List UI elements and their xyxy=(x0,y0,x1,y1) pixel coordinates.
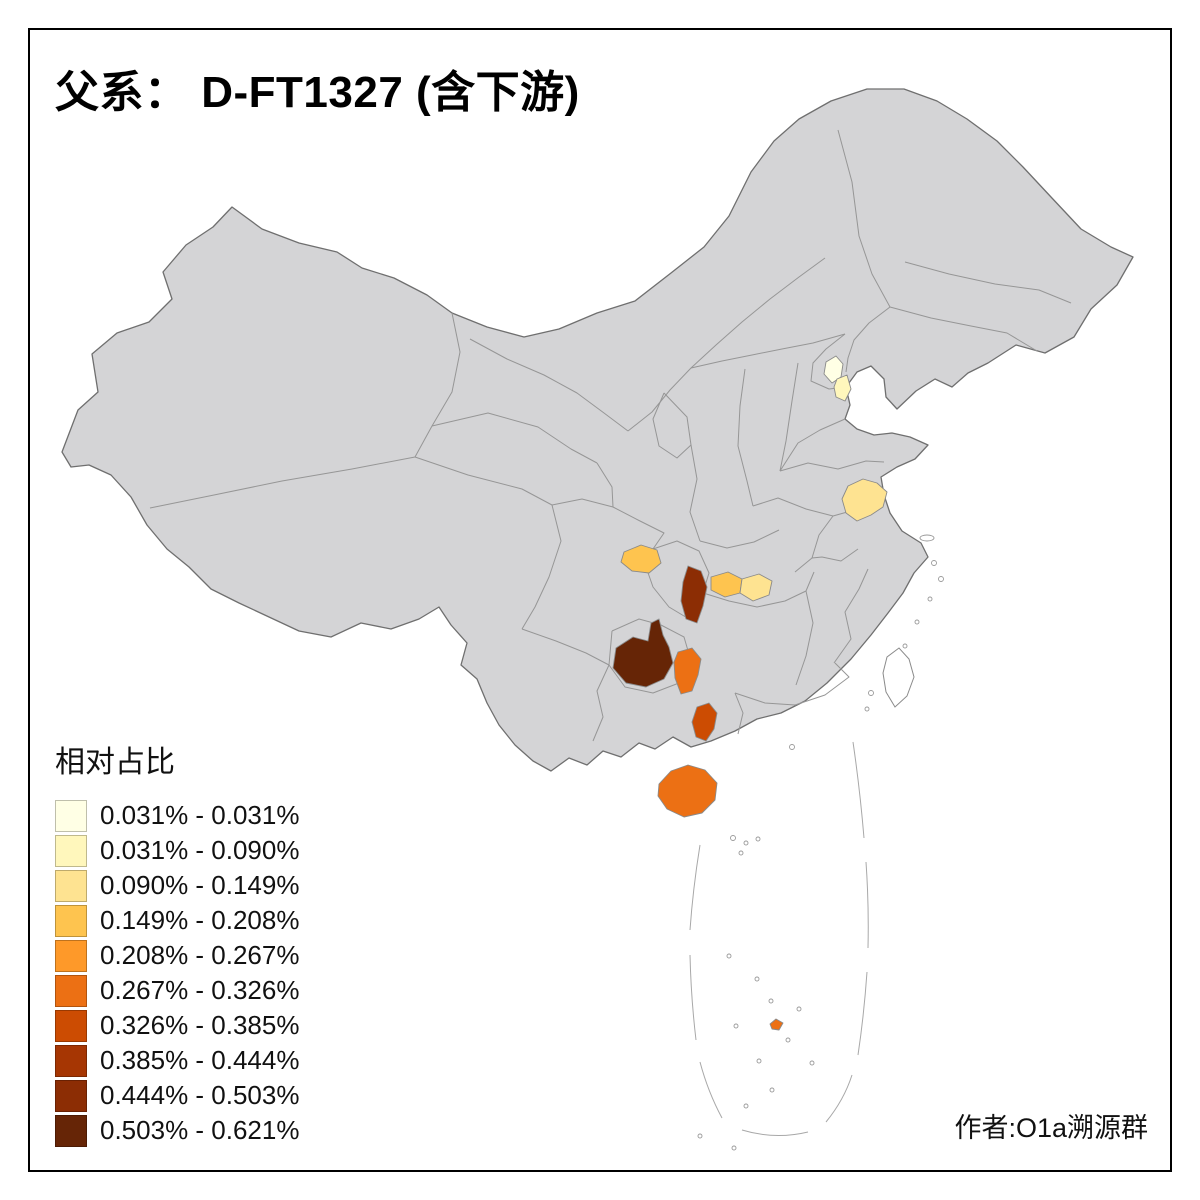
chongming-island xyxy=(919,534,935,542)
legend-row: 0.326% - 0.385% xyxy=(55,1008,299,1043)
coastal-islet xyxy=(927,596,933,602)
region-guizhou xyxy=(612,618,674,688)
spratly-islet xyxy=(785,1037,791,1043)
paracel-islet xyxy=(755,836,761,842)
legend-row: 0.090% - 0.149% xyxy=(55,868,299,903)
region-hubei-central xyxy=(739,573,773,602)
legend-row: 0.031% - 0.090% xyxy=(55,833,299,868)
legend-row: 0.385% - 0.444% xyxy=(55,1043,299,1078)
spratly-islet xyxy=(743,1103,749,1109)
province-borders xyxy=(149,129,1072,742)
legend-swatch xyxy=(55,1009,87,1042)
legend-swatch xyxy=(55,1044,87,1077)
region-sea-islet xyxy=(769,1018,784,1031)
spratly-islet xyxy=(768,998,774,1004)
spratly-islet xyxy=(731,1145,737,1151)
spratly-islet xyxy=(726,953,732,959)
legend-swatch xyxy=(55,904,87,937)
paracel-islet xyxy=(730,835,736,841)
penghu-islet xyxy=(868,690,874,696)
region-sichuan-east xyxy=(620,544,662,574)
legend-label: 0.208% - 0.267% xyxy=(100,940,300,970)
legend-swatch xyxy=(55,1114,87,1147)
legend: 相对占比 0.031% - 0.031% 0.031% - 0.090% 0.090… xyxy=(55,746,299,1148)
region-jiangsu xyxy=(841,478,888,522)
legend-rows: 0.031% - 0.031% 0.031% - 0.090% 0.090% - 0… xyxy=(55,798,299,1148)
legend-row: 0.149% - 0.208% xyxy=(55,903,299,938)
spratly-islet xyxy=(809,1060,815,1066)
spratly-islet xyxy=(769,1087,775,1093)
legend-label: 0.326% - 0.385% xyxy=(100,1010,300,1040)
legend-title: 相对占比 xyxy=(55,746,175,779)
region-hubei-southwest xyxy=(680,565,708,624)
taiwan-island xyxy=(882,647,915,708)
legend-swatch xyxy=(55,834,87,867)
coastal-islet xyxy=(902,643,908,649)
spratly-islet xyxy=(697,1133,703,1139)
coastal-islet xyxy=(914,619,920,625)
attribution-text: 作者:O1a溯源群 xyxy=(954,1113,1148,1143)
legend-label: 0.267% - 0.326% xyxy=(100,975,300,1005)
coastal-islet xyxy=(938,576,944,582)
legend-label: 0.031% - 0.090% xyxy=(100,835,300,865)
islands xyxy=(697,534,944,1151)
colored-regions xyxy=(612,355,888,1031)
legend-row: 0.503% - 0.621% xyxy=(55,1113,299,1148)
spratly-islet xyxy=(754,976,760,982)
legend-swatch xyxy=(55,799,87,832)
legend-row: 0.444% - 0.503% xyxy=(55,1078,299,1113)
region-hainan-island xyxy=(657,764,718,818)
paracel-islet xyxy=(743,840,749,846)
paracel-islet xyxy=(738,850,744,856)
legend-label: 0.503% - 0.621% xyxy=(100,1115,300,1145)
region-guangxi-east xyxy=(691,702,718,742)
legend-swatch xyxy=(55,869,87,902)
region-hunan-west xyxy=(673,647,702,695)
legend-swatch xyxy=(55,974,87,1007)
legend-label: 0.031% - 0.031% xyxy=(100,800,300,830)
legend-row: 0.031% - 0.031% xyxy=(55,798,299,833)
pratas-islet xyxy=(789,744,795,750)
legend-row: 0.208% - 0.267% xyxy=(55,938,299,973)
china-landmass xyxy=(61,88,1134,772)
legend-label: 0.090% - 0.149% xyxy=(100,870,300,900)
legend-label: 0.444% - 0.503% xyxy=(100,1080,300,1110)
spratly-islet xyxy=(796,1006,802,1012)
legend-swatch xyxy=(55,1079,87,1112)
page-title: 父系： D-FT1327 (含下游) xyxy=(55,68,580,117)
sea-boundary-dashes xyxy=(689,741,869,1137)
legend-label: 0.385% - 0.444% xyxy=(100,1045,300,1075)
legend-swatch xyxy=(55,939,87,972)
penghu-islet xyxy=(864,706,870,712)
spratly-islet xyxy=(756,1058,762,1064)
legend-row: 0.267% - 0.326% xyxy=(55,973,299,1008)
spratly-islet xyxy=(733,1023,739,1029)
legend-label: 0.149% - 0.208% xyxy=(100,905,300,935)
region-tianjin xyxy=(833,374,852,402)
coastal-islet xyxy=(931,560,937,566)
